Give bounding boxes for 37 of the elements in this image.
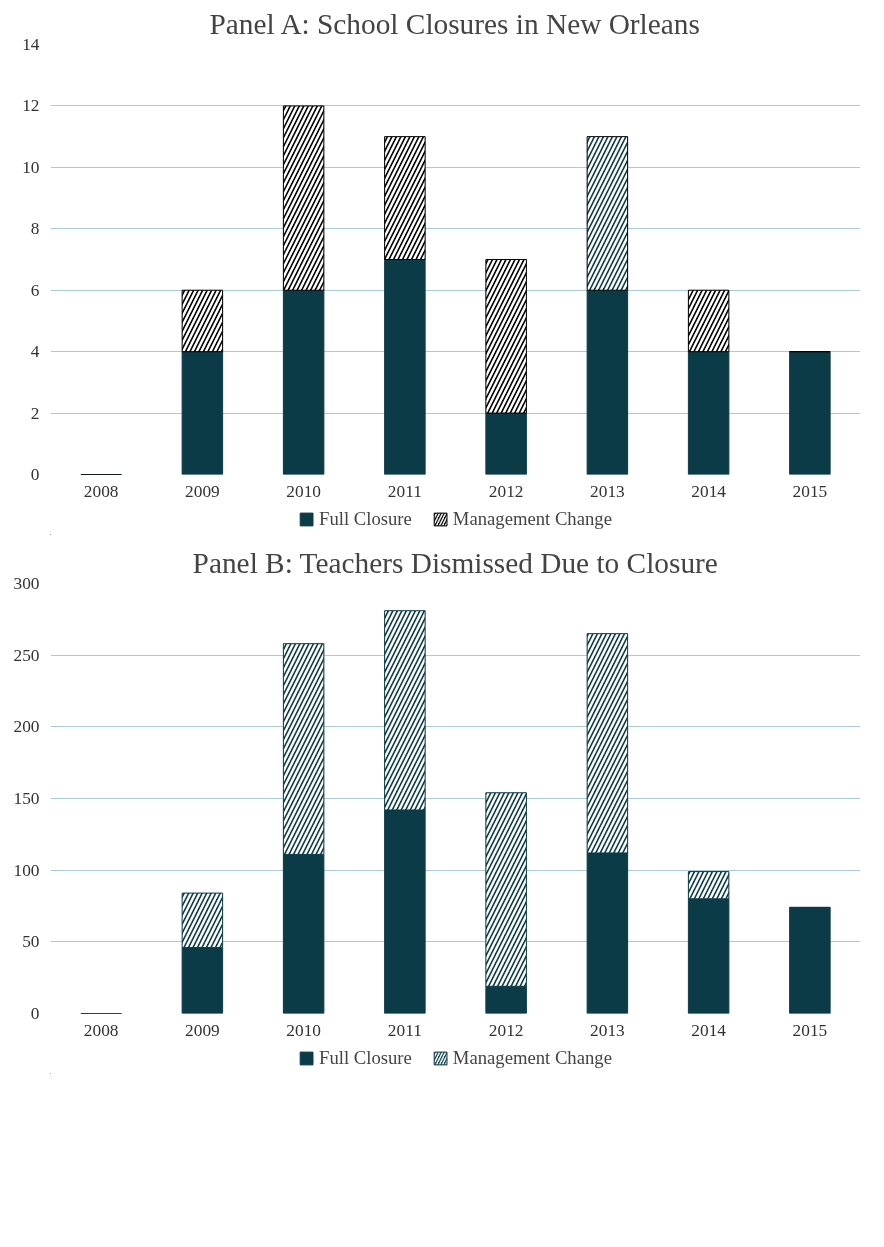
y-tick-label: 12 bbox=[22, 96, 40, 116]
legend-label: Management Change bbox=[452, 1047, 612, 1069]
x-tick-label: 2009 bbox=[185, 481, 220, 501]
x-tick-label: 2011 bbox=[387, 1020, 422, 1040]
chart-title: Panel B: Teachers Dismissed Due to Closure bbox=[192, 546, 718, 579]
x-tick-label: 2014 bbox=[691, 481, 727, 501]
legend-label: Full Closure bbox=[319, 508, 412, 530]
x-tick-label: 2015 bbox=[792, 1020, 828, 1040]
y-tick-label: 6 bbox=[30, 280, 40, 300]
x-tick-label: 2015 bbox=[792, 481, 828, 501]
x-tick-label: 2011 bbox=[387, 481, 422, 501]
y-tick-label: 200 bbox=[13, 717, 40, 737]
y-tick-label: 14 bbox=[22, 35, 40, 54]
y-tick-label: 50 bbox=[22, 932, 40, 952]
y-tick-label: 4 bbox=[30, 342, 40, 362]
x-tick-label: 2014 bbox=[691, 1020, 727, 1040]
chart-title: Panel A: School Closures in New Orleans bbox=[209, 7, 700, 40]
x-tick-label: 2012 bbox=[488, 481, 524, 501]
x-tick-label: 2008 bbox=[83, 481, 119, 501]
legend-label: Management Change bbox=[452, 508, 612, 530]
y-tick-label: 2 bbox=[30, 403, 40, 423]
y-tick-label: 100 bbox=[13, 860, 40, 880]
y-tick-label: 300 bbox=[13, 574, 40, 593]
x-tick-label: 2010 bbox=[286, 1020, 321, 1040]
y-tick-label: 150 bbox=[13, 789, 40, 808]
y-tick-label: 250 bbox=[13, 645, 40, 665]
y-tick-label: 0 bbox=[30, 465, 40, 484]
x-tick-label: 2013 bbox=[590, 1020, 625, 1040]
y-tick-label: 8 bbox=[30, 219, 40, 239]
y-tick-label: 10 bbox=[22, 157, 40, 177]
x-tick-label: 2012 bbox=[488, 1020, 524, 1040]
y-tick-label: 0 bbox=[30, 1004, 40, 1023]
x-tick-label: 2009 bbox=[185, 1020, 220, 1040]
x-tick-label: 2010 bbox=[286, 481, 321, 501]
x-tick-label: 2008 bbox=[83, 1020, 119, 1040]
legend-label: Full Closure bbox=[319, 1047, 412, 1069]
x-tick-label: 2013 bbox=[590, 481, 625, 501]
